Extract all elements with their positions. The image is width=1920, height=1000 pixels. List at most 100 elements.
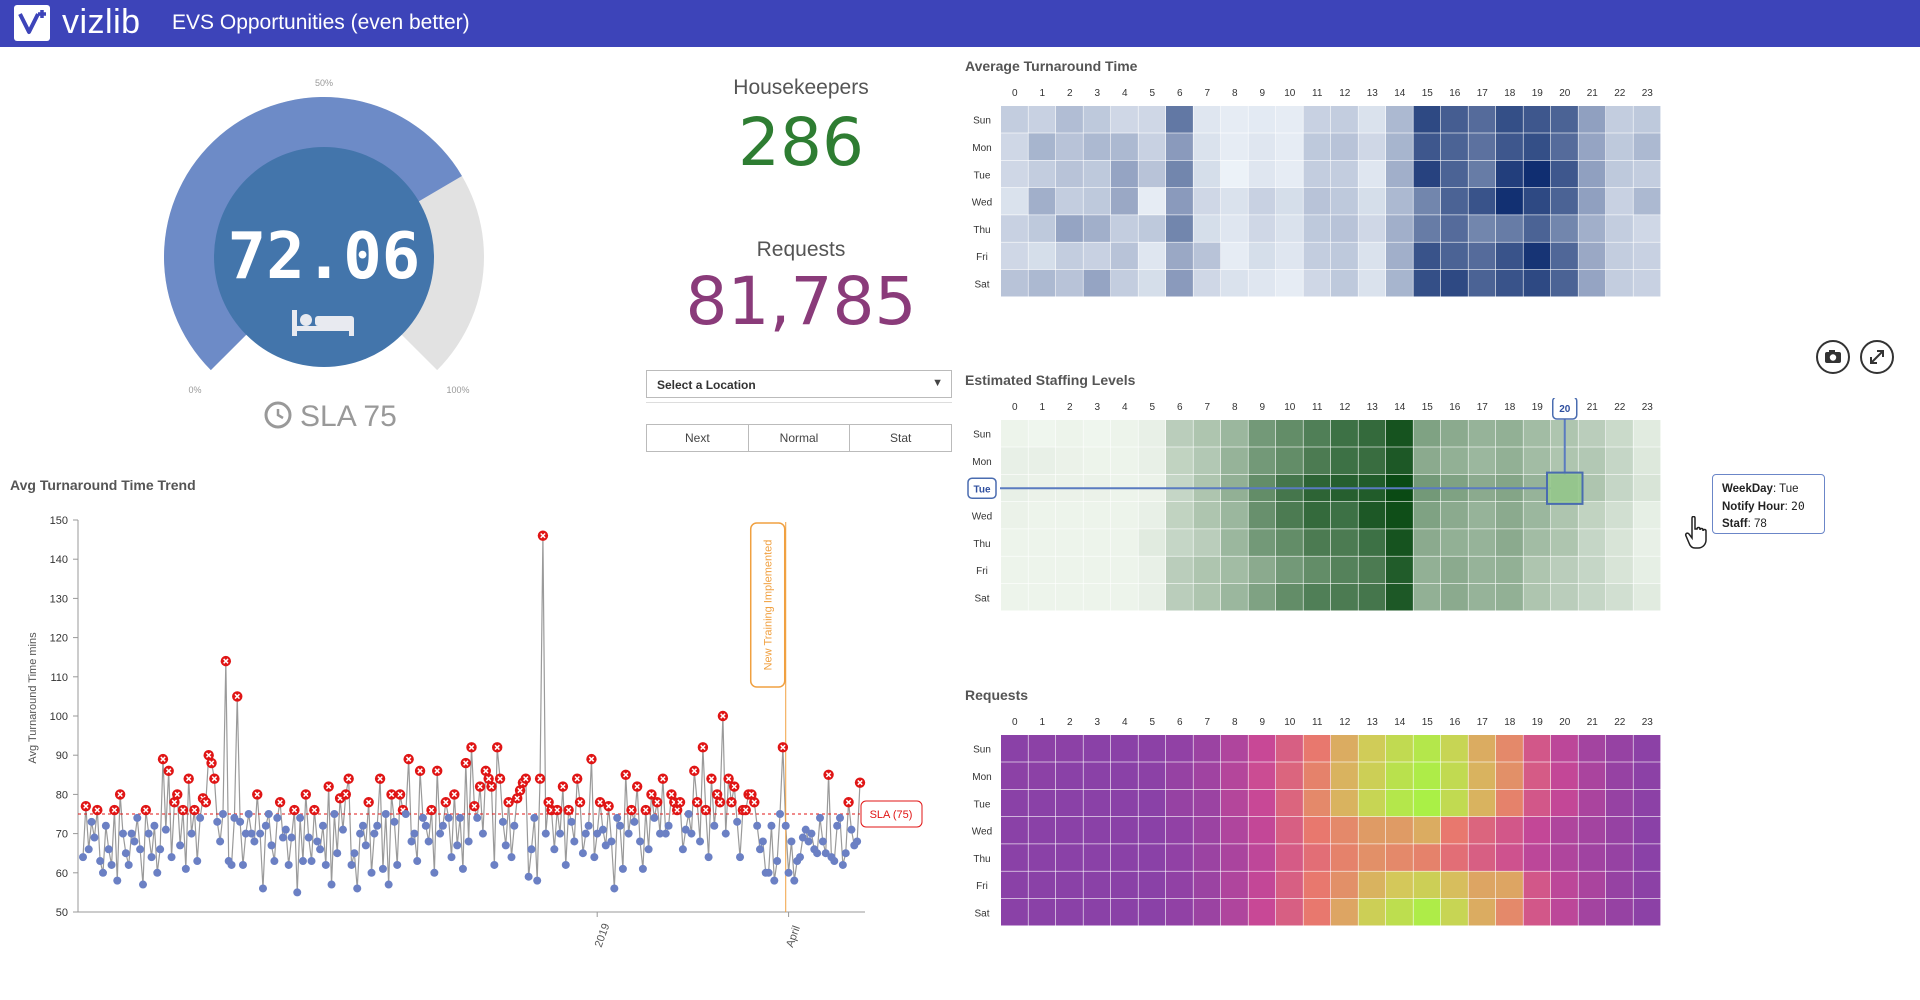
trend-point[interactable] xyxy=(507,853,516,862)
trend-point[interactable] xyxy=(133,813,142,822)
requests-cell[interactable] xyxy=(1523,871,1551,899)
turnaround-cell[interactable] xyxy=(1276,187,1303,215)
trend-point-over-sla[interactable] xyxy=(172,789,183,800)
turnaround-cell[interactable] xyxy=(1551,133,1578,160)
trend-point[interactable] xyxy=(147,853,156,862)
staffing-cell[interactable] xyxy=(1083,447,1111,474)
turnaround-cell[interactable] xyxy=(1001,106,1028,133)
trend-point[interactable] xyxy=(118,829,127,838)
trend-point-over-sla[interactable] xyxy=(711,789,723,800)
trend-point-over-sla[interactable] xyxy=(300,789,312,800)
trend-point[interactable] xyxy=(241,829,250,838)
trend-point-over-sla[interactable] xyxy=(157,753,169,765)
staffing-cell[interactable] xyxy=(1056,583,1083,611)
staffing-cell[interactable] xyxy=(1413,420,1441,447)
staffing-cell[interactable] xyxy=(1111,420,1138,447)
turnaround-cell[interactable] xyxy=(1523,187,1551,215)
trend-point[interactable] xyxy=(610,884,619,893)
trend-point[interactable] xyxy=(636,837,645,846)
staffing-cell[interactable] xyxy=(1221,529,1248,556)
staffing-cell[interactable] xyxy=(1496,583,1523,611)
requests-cell[interactable] xyxy=(1303,898,1331,926)
trend-point-over-sla[interactable] xyxy=(206,757,217,769)
requests-cell[interactable] xyxy=(1633,816,1661,844)
turnaround-cell[interactable] xyxy=(1551,215,1578,242)
turnaround-cell[interactable] xyxy=(1441,187,1468,215)
turnaround-cell[interactable] xyxy=(1606,160,1633,188)
trend-point-over-sla[interactable] xyxy=(843,797,854,808)
turnaround-cell[interactable] xyxy=(1111,106,1138,133)
staffing-cell[interactable] xyxy=(1166,420,1193,447)
trend-point-over-sla[interactable] xyxy=(512,793,523,804)
requests-cell[interactable] xyxy=(1386,871,1413,899)
trend-point-over-sla[interactable] xyxy=(414,765,426,777)
trend-point[interactable] xyxy=(127,829,136,838)
turnaround-cell[interactable] xyxy=(1083,187,1111,215)
requests-cell[interactable] xyxy=(1001,762,1028,789)
trend-point-over-sla[interactable] xyxy=(714,797,726,808)
turnaround-cell[interactable] xyxy=(1413,133,1441,160)
requests-cell[interactable] xyxy=(1578,844,1606,871)
staffing-cell[interactable] xyxy=(1248,447,1276,474)
requests-cell[interactable] xyxy=(1606,898,1633,926)
staffing-cell[interactable] xyxy=(1248,529,1276,556)
requests-cell[interactable] xyxy=(1551,789,1578,817)
trend-point[interactable] xyxy=(696,837,705,846)
trend-point-over-sla[interactable] xyxy=(551,804,563,816)
trend-point[interactable] xyxy=(296,813,305,822)
requests-cell[interactable] xyxy=(1441,844,1468,871)
trend-point[interactable] xyxy=(776,810,785,818)
requests-cell[interactable] xyxy=(1606,762,1633,789)
turnaround-cell[interactable] xyxy=(1578,133,1606,160)
staffing-cell[interactable] xyxy=(1331,583,1358,611)
staffing-cell[interactable] xyxy=(1221,583,1248,611)
turnaround-cell[interactable] xyxy=(1221,215,1248,242)
staffing-cell[interactable] xyxy=(1606,529,1633,556)
trend-point[interactable] xyxy=(284,860,293,869)
requests-cell[interactable] xyxy=(1248,789,1276,817)
turnaround-cell[interactable] xyxy=(1578,215,1606,242)
turnaround-cell[interactable] xyxy=(1276,160,1303,188)
turnaround-cell[interactable] xyxy=(1221,269,1248,297)
turnaround-cell[interactable] xyxy=(1166,215,1193,242)
requests-cell[interactable] xyxy=(1166,762,1193,789)
staffing-cell[interactable] xyxy=(1138,529,1166,556)
turnaround-cell[interactable] xyxy=(1248,133,1276,160)
staffing-cell[interactable] xyxy=(1633,583,1661,611)
trend-point[interactable] xyxy=(784,868,793,877)
trend-point[interactable] xyxy=(273,813,282,822)
turnaround-cell[interactable] xyxy=(1551,187,1578,215)
requests-cell[interactable] xyxy=(1578,898,1606,926)
trend-point[interactable] xyxy=(256,829,265,838)
requests-cell[interactable] xyxy=(1331,844,1358,871)
staffing-cell[interactable] xyxy=(1468,420,1496,447)
turnaround-cell[interactable] xyxy=(1386,160,1413,188)
trend-point-over-sla[interactable] xyxy=(92,804,103,816)
trend-point-over-sla[interactable] xyxy=(854,777,866,788)
trend-point[interactable] xyxy=(613,813,622,822)
trend-point[interactable] xyxy=(287,833,296,842)
trend-point[interactable] xyxy=(318,821,327,830)
trend-point[interactable] xyxy=(527,845,536,854)
staffing-cell[interactable] xyxy=(1166,447,1193,474)
trend-point[interactable] xyxy=(187,829,196,838)
staffing-cell[interactable] xyxy=(1633,556,1661,584)
turnaround-cell[interactable] xyxy=(1606,133,1633,160)
requests-cell[interactable] xyxy=(1193,898,1221,926)
requests-cell[interactable] xyxy=(1138,898,1166,926)
staffing-cell[interactable] xyxy=(1028,447,1056,474)
requests-cell[interactable] xyxy=(1468,789,1496,817)
staffing-cell[interactable] xyxy=(1193,420,1221,447)
staffing-cell[interactable] xyxy=(1248,501,1276,529)
turnaround-cell[interactable] xyxy=(1248,160,1276,188)
trend-point-over-sla[interactable] xyxy=(169,797,180,808)
requests-cell[interactable] xyxy=(1468,735,1496,762)
requests-cell[interactable] xyxy=(1551,816,1578,844)
trend-point-over-sla[interactable] xyxy=(689,765,700,777)
trend-point-over-sla[interactable] xyxy=(340,789,352,800)
requests-cell[interactable] xyxy=(1413,789,1441,817)
turnaround-cell[interactable] xyxy=(1551,160,1578,188)
staffing-cell[interactable] xyxy=(1056,447,1083,474)
staffing-cell[interactable] xyxy=(1138,447,1166,474)
requests-cell[interactable] xyxy=(1413,871,1441,899)
